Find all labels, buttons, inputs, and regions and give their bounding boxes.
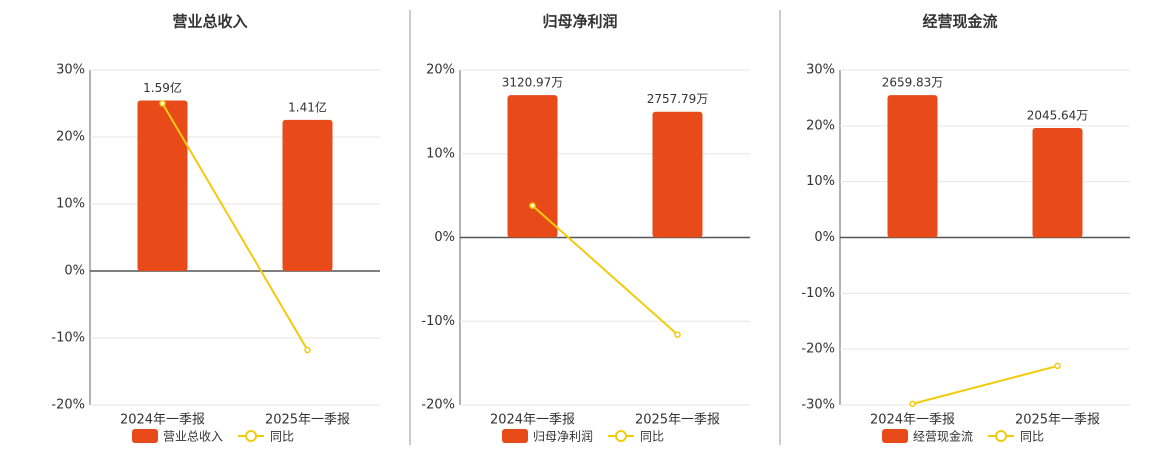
line xyxy=(161,102,309,351)
y-tick-label: 0% xyxy=(64,264,85,279)
value-label: 2659.83万 xyxy=(882,76,944,90)
bar xyxy=(1032,127,1083,238)
value-label: 2045.64万 xyxy=(1027,108,1089,122)
chart-title: 归母净利润 xyxy=(542,13,617,31)
line-point xyxy=(529,202,536,209)
y-tick-label: -20% xyxy=(421,398,455,413)
line xyxy=(531,204,679,336)
y-tick-label: 0% xyxy=(434,230,455,245)
bar xyxy=(652,111,703,238)
value-label: 2757.79万 xyxy=(647,92,709,106)
x-tick-label: 2024年一季报 xyxy=(870,413,955,428)
line-point xyxy=(159,100,166,107)
y-tick-label: -10% xyxy=(51,331,85,346)
line-point xyxy=(674,331,681,338)
legend-marker xyxy=(995,430,1008,442)
y-tick-label: 0% xyxy=(814,230,835,245)
legend-marker xyxy=(615,430,628,442)
y-tick-label: 30% xyxy=(806,63,835,78)
bar xyxy=(282,119,333,272)
x-tick-label: 2024年一季报 xyxy=(120,413,205,428)
legend-swatch xyxy=(882,429,908,443)
y-tick-label: -20% xyxy=(51,398,85,413)
y-tick-label: 30% xyxy=(56,63,85,78)
legend-label: 同比 xyxy=(640,430,664,444)
y-tick-label: 20% xyxy=(806,118,835,133)
legend-label: 经营现金流 xyxy=(913,429,973,444)
x-tick-label: 2025年一季报 xyxy=(1015,413,1100,428)
y-tick-label: -10% xyxy=(801,286,835,301)
y-tick-label: -30% xyxy=(801,398,835,413)
line-point xyxy=(304,346,311,354)
legend-label: 营业总收入 xyxy=(163,430,223,444)
y-tick-label: 20% xyxy=(56,130,85,145)
legend-marker xyxy=(245,430,258,442)
line-point xyxy=(909,400,916,408)
legend-swatch xyxy=(132,429,158,443)
legend-swatch xyxy=(502,429,528,443)
line xyxy=(912,364,1058,405)
value-label: 1.41亿 xyxy=(288,99,327,114)
y-tick-label: -20% xyxy=(801,342,835,357)
value-label: 1.59亿 xyxy=(143,80,182,95)
bar xyxy=(507,95,558,238)
x-tick-label: 2025年一季报 xyxy=(635,413,720,428)
y-tick-label: 10% xyxy=(426,146,455,161)
legend-label: 同比 xyxy=(1020,430,1044,444)
y-tick-label: 10% xyxy=(56,197,85,212)
value-label: 3120.97万 xyxy=(502,76,564,90)
legend-label: 归母净利润 xyxy=(533,430,593,444)
bar xyxy=(887,95,938,238)
y-tick-label: 20% xyxy=(426,63,455,78)
y-tick-label: 10% xyxy=(806,174,835,189)
chart-title: 经营现金流 xyxy=(922,13,997,31)
x-tick-label: 2025年一季报 xyxy=(265,413,350,428)
line-point xyxy=(1054,362,1061,370)
x-tick-label: 2024年一季报 xyxy=(490,413,575,428)
y-tick-label: -10% xyxy=(421,314,455,329)
legend-label: 同比 xyxy=(270,430,294,444)
chart-title: 营业总收入 xyxy=(172,13,247,31)
bar xyxy=(137,100,188,271)
